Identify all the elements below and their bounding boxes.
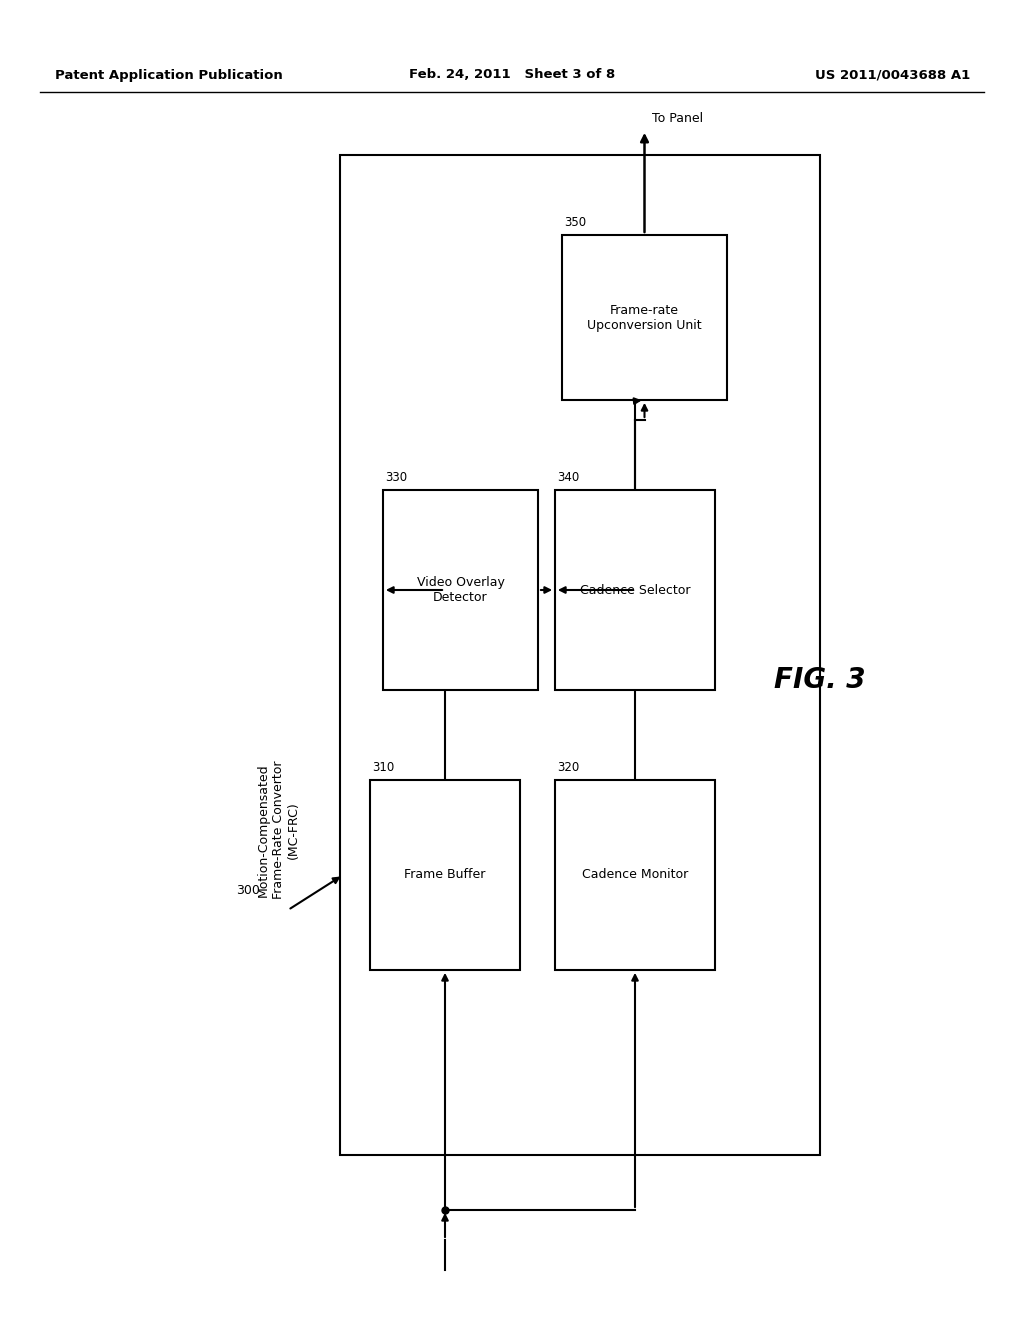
Text: 340: 340 — [557, 471, 580, 484]
Text: 300: 300 — [237, 883, 260, 896]
Bar — [555, 780, 715, 970]
Text: Motion-Compensated
Frame-Rate Convertor
(MC-FRC): Motion-Compensated Frame-Rate Convertor … — [256, 760, 299, 899]
Text: Feb. 24, 2011   Sheet 3 of 8: Feb. 24, 2011 Sheet 3 of 8 — [409, 69, 615, 82]
Text: To Panel: To Panel — [652, 112, 703, 125]
Text: 310: 310 — [372, 762, 394, 774]
Text: FIG. 3: FIG. 3 — [774, 667, 865, 694]
Text: 350: 350 — [564, 216, 586, 228]
Text: Patent Application Publication: Patent Application Publication — [55, 69, 283, 82]
Text: Frame Buffer: Frame Buffer — [404, 869, 485, 882]
Text: 330: 330 — [385, 471, 408, 484]
Bar — [383, 490, 538, 690]
Text: Frame-rate
Upconversion Unit: Frame-rate Upconversion Unit — [587, 304, 701, 331]
Bar — [562, 235, 727, 400]
Bar — [555, 490, 715, 690]
Text: 320: 320 — [557, 762, 580, 774]
Text: Cadence Selector: Cadence Selector — [580, 583, 690, 597]
Text: Video Overlay
Detector: Video Overlay Detector — [417, 576, 505, 605]
Bar — [370, 780, 520, 970]
Text: US 2011/0043688 A1: US 2011/0043688 A1 — [815, 69, 970, 82]
Bar — [340, 154, 820, 1155]
Text: Cadence Monitor: Cadence Monitor — [582, 869, 688, 882]
